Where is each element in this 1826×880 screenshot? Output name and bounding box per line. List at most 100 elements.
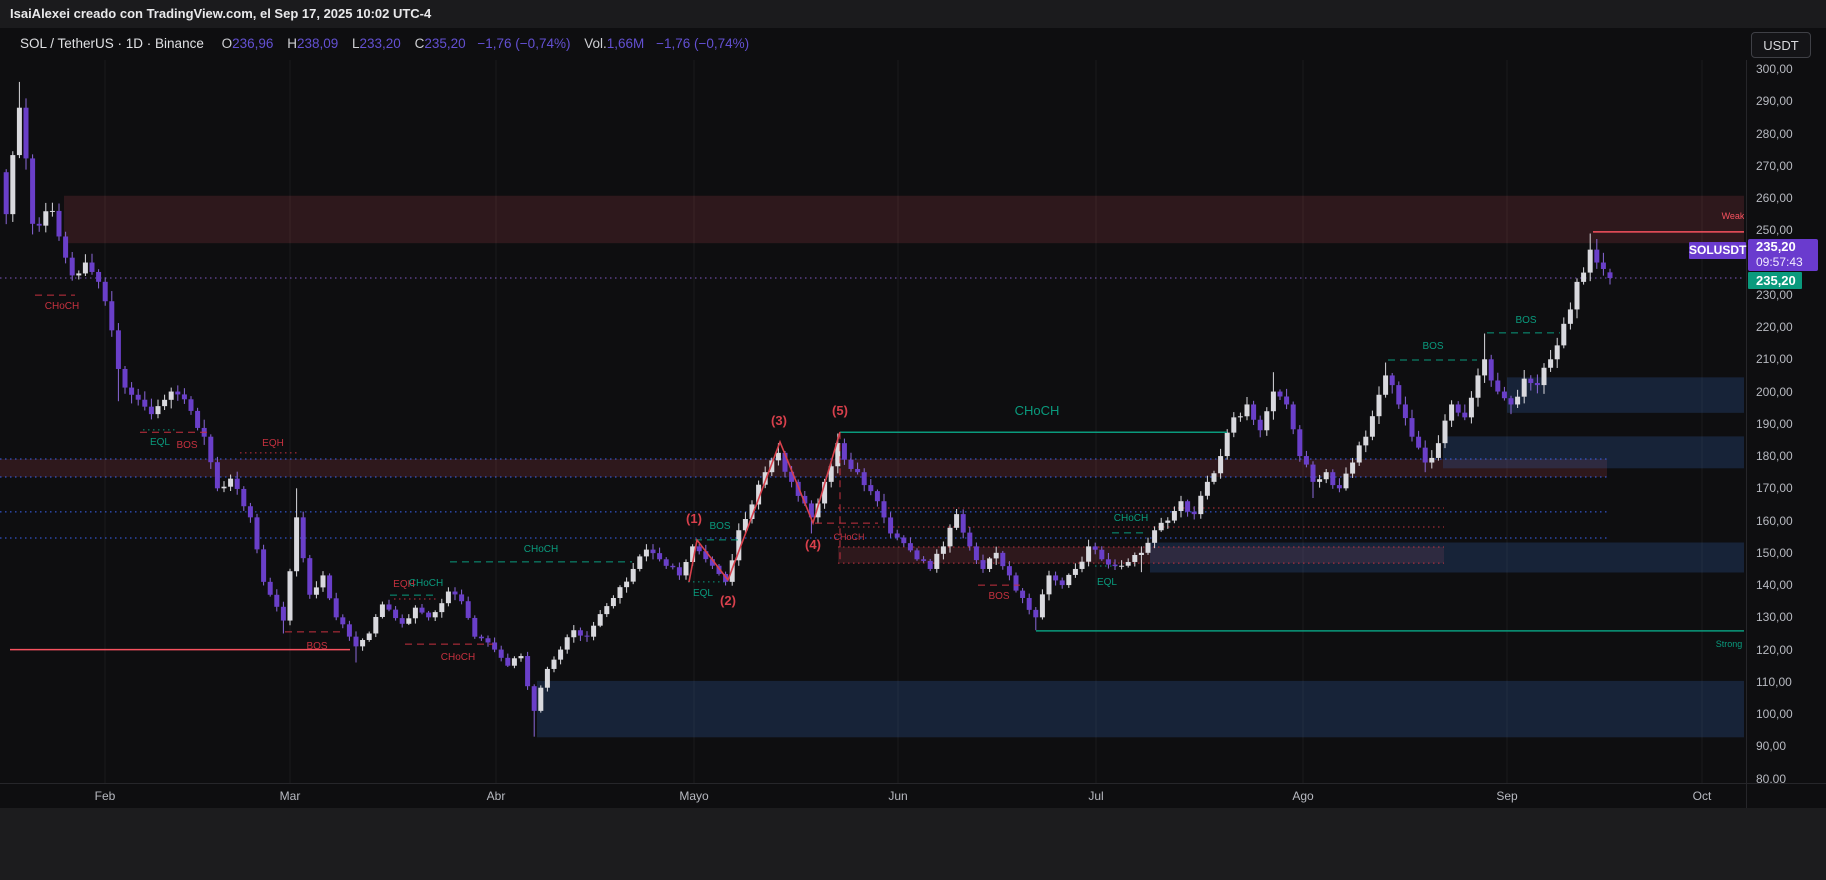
candle (393, 609, 399, 619)
symbol-info-bar: SOL / TetherUS · 1D · Binance O236,96 H2… (20, 33, 749, 55)
candle (1508, 398, 1514, 405)
candle (439, 603, 445, 613)
candle (1581, 272, 1587, 282)
candle (452, 591, 458, 595)
candle (657, 553, 663, 560)
candle (511, 658, 517, 666)
open-value: 236,96 (232, 36, 274, 51)
candle (129, 387, 135, 395)
smc-label-choch: CHoCH (833, 532, 864, 542)
candle (643, 549, 649, 557)
candle (10, 155, 16, 215)
candle (1376, 394, 1382, 417)
smc-label-eqh: EQH (262, 438, 284, 449)
candle (1389, 375, 1395, 386)
candle (1006, 566, 1012, 576)
time-axis[interactable]: Feb Mar Abr Mayo Jun Jul Ago Sep Oct (0, 784, 1744, 808)
candle (399, 618, 405, 624)
candle (1350, 462, 1356, 474)
candle (868, 485, 874, 492)
currency-toggle-button[interactable]: USDT (1751, 32, 1811, 58)
candle (1310, 464, 1316, 482)
attribution-bar: IsaiAlexei creado con TradingView.com, e… (0, 0, 1826, 28)
candle (155, 406, 161, 415)
candle (1165, 520, 1171, 523)
candle (822, 481, 828, 504)
candle (1132, 555, 1138, 562)
candle (1343, 473, 1349, 489)
smc-label-bos: BOS (709, 521, 730, 532)
candle (1587, 249, 1593, 273)
candle (1244, 404, 1250, 417)
candle (881, 501, 887, 518)
candle (465, 601, 471, 618)
candle (1468, 397, 1474, 418)
price-tick: 300,00 (1756, 62, 1793, 76)
candle (1026, 597, 1032, 610)
symbol-title[interactable]: SOL / TetherUS · 1D · Binance (20, 36, 204, 51)
candle (934, 553, 940, 569)
candle (835, 443, 841, 467)
price-tick: 220,00 (1756, 320, 1793, 335)
candle (947, 527, 953, 547)
candle (30, 158, 36, 224)
candle (1429, 457, 1435, 463)
candle (1059, 580, 1065, 586)
price-tick: 200,00 (1756, 384, 1793, 399)
candle (907, 543, 913, 551)
candle (1211, 473, 1217, 482)
candle (1435, 443, 1441, 458)
candle (1303, 456, 1309, 465)
candle (663, 559, 669, 566)
candle (894, 533, 900, 538)
candle (525, 656, 531, 687)
candle (973, 546, 979, 561)
candle (967, 532, 973, 547)
candle (558, 649, 564, 660)
price-tick: 260,00 (1756, 191, 1793, 206)
candle (1409, 418, 1415, 437)
candle (1270, 391, 1276, 412)
candle (162, 399, 168, 407)
candle (1356, 445, 1362, 463)
candle (1086, 546, 1092, 562)
candle (1462, 412, 1468, 418)
volume-value: 1,66M (606, 36, 645, 51)
candle (492, 642, 498, 650)
time-axis-separator (0, 783, 1826, 784)
candle (1046, 575, 1052, 595)
candle (1079, 561, 1085, 569)
candle (782, 452, 788, 472)
smc-label-eql: EQL (150, 437, 170, 448)
candle (1554, 345, 1560, 360)
candle (1191, 511, 1197, 515)
candle (135, 394, 141, 400)
candle (1264, 411, 1270, 431)
candle (597, 614, 603, 626)
candle (1185, 501, 1191, 512)
candle (1092, 546, 1098, 550)
candle (610, 597, 616, 607)
candle (406, 618, 412, 624)
candle (802, 495, 808, 504)
candle (360, 639, 366, 647)
candle (333, 598, 339, 618)
wave-label: (5) (832, 403, 848, 418)
candle (808, 503, 814, 518)
candle (551, 659, 557, 669)
month-label-mar: Mar (279, 789, 301, 803)
price-axis[interactable]: 300,00 290,00 280,00 270,00 260,00 250,00 230,… (1747, 60, 1826, 786)
candle (789, 471, 795, 482)
candle (993, 552, 999, 559)
candle (1449, 404, 1455, 421)
candle (756, 484, 762, 505)
candle (1297, 429, 1303, 457)
candle (327, 575, 333, 599)
last-price-label: 235,20 09:57:43 (1748, 239, 1818, 271)
chart-area[interactable]: (1) (2) (3) (4) (5) CHoCH EQL BOS EQH BOS CHoCH EQH… (0, 60, 1745, 783)
candle (1396, 385, 1402, 405)
candle (63, 236, 69, 258)
candle (168, 391, 174, 400)
candle (1330, 472, 1336, 486)
